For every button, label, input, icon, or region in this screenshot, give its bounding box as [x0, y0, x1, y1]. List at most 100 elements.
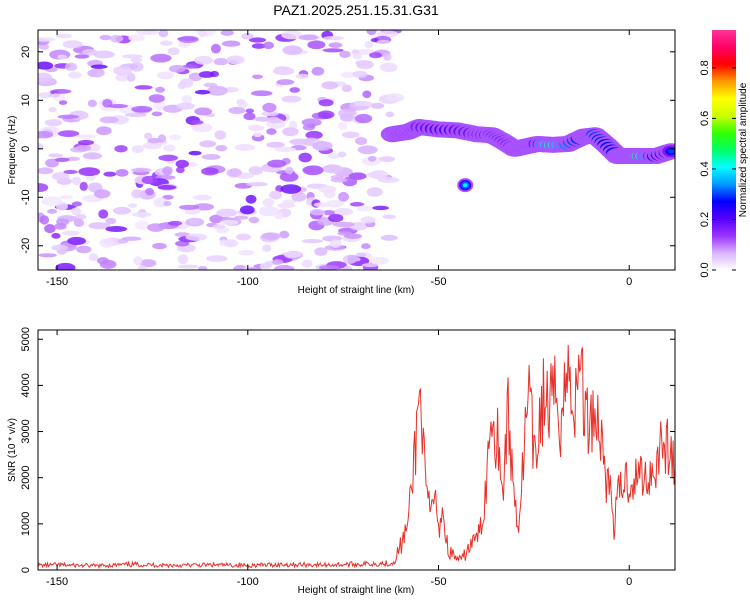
spectrogram-noise-cell [318, 264, 339, 270]
spectrogram-noise-cell [302, 123, 316, 131]
snr-panel: -150 -100 -50 0 0 1000 2000 3000 4000 5000 Heigh… [7, 327, 676, 596]
spectrogram-noise-cell [168, 134, 181, 141]
spectrogram-noise-cell [99, 116, 119, 124]
spectrogram-noise-cell [63, 169, 78, 175]
spectrogram-y-ticks: -20 -10 0 10 20 [20, 46, 675, 254]
spectrogram-noise-cell [332, 221, 355, 228]
spectrogram-noise-cell [364, 40, 374, 49]
spectrogram-noise-cell [236, 233, 251, 241]
spectrogram-noise-cell [67, 236, 86, 246]
spectrogram-noise-cell [220, 30, 234, 36]
spectrogram-noise-cell [82, 152, 103, 160]
spectrogram-noise-cell [221, 40, 241, 47]
colorbar: 0.0 0.2 0.4 0.6 0.8 Normalized spectral ampl… [699, 30, 749, 278]
spectrogram-noise-cell [147, 223, 165, 232]
spectrogram-noise-cell [216, 208, 238, 218]
spectrogram-noise-cell [115, 168, 129, 177]
snr-x-tick-label: -150 [46, 576, 68, 588]
spectrogram-noise-cell [282, 45, 303, 55]
spectrogram-noise-cell [245, 194, 257, 204]
spectrogram-noise-cell [113, 65, 133, 76]
spectrogram-noise-cell [328, 42, 343, 48]
spectrogram-noise-cell [329, 239, 342, 248]
spectrogram-y-tick-label: -10 [20, 189, 32, 205]
spectrogram-noise-cell [283, 251, 302, 258]
spectrogram-noise-cell [175, 166, 185, 174]
spectrogram-noise-cell [57, 54, 67, 60]
spectrogram-noise-cell [228, 168, 242, 178]
spectrogram-noise-cell [51, 232, 61, 239]
spectrogram-noise-cell [334, 207, 354, 216]
spectrogram-noise-cell [61, 230, 80, 236]
spectrogram-noise-cell [167, 220, 183, 226]
spectrogram-noise-cell [59, 195, 74, 200]
spectrogram-noise-cell [367, 155, 377, 162]
spectrogram-noise-cell [115, 73, 130, 82]
spectrogram-noise-cell [354, 113, 373, 124]
spectrogram-noise-cell [147, 137, 162, 144]
spectrogram-noise-cell [201, 153, 221, 160]
spectrogram-noise-cell [237, 100, 249, 108]
spectrogram-noise-cell [369, 52, 383, 59]
spectrogram-noise-cell [262, 102, 277, 113]
spectrogram-noise-cell [338, 191, 349, 202]
spectrogram-noise-cell [255, 116, 272, 122]
spectrogram-noise-cell [45, 158, 59, 168]
spectrogram-noise-cell [130, 167, 152, 173]
spectrogram-noise-cell [99, 238, 115, 248]
spectrogram-noise-cell [360, 216, 376, 224]
spectrogram-noise-cell [355, 137, 368, 146]
spectrogram-noise-cell [377, 176, 400, 183]
spectrogram-noise-cell [248, 37, 267, 43]
spectrogram-noise-cell [75, 144, 92, 152]
spectrogram-noise-cell [298, 34, 318, 41]
spectrogram-noise-cell [198, 71, 215, 78]
spectrogram-noise-cell [79, 181, 88, 191]
spectrogram-marks [38, 30, 675, 270]
spectrogram-noise-cell [366, 187, 383, 197]
spectrogram-noise-cell [51, 172, 70, 181]
spectrogram-noise-cell [48, 153, 64, 158]
spectrogram-noise-cell [328, 153, 341, 159]
spectrogram-noise-cell [311, 66, 325, 76]
spectrogram-noise-cell [127, 203, 138, 208]
spectrogram-noise-cell [44, 223, 56, 234]
spectrogram-noise-cell [178, 204, 200, 210]
spectrogram-noise-cell [267, 159, 287, 168]
spectrogram-noise-cell [251, 43, 266, 49]
spectrogram-noise-cell [181, 94, 193, 104]
spectrogram-noise-cell [153, 101, 166, 111]
spectrogram-noise-cell [361, 243, 371, 250]
spectrogram-noise-cell [182, 64, 199, 69]
spectrogram-noise-cell [57, 249, 67, 255]
spectrogram-noise-cell [219, 219, 239, 226]
spectrogram-noise-cell [38, 72, 53, 83]
spectrogram-noise-cell [194, 107, 213, 116]
spectrogram-noise-cell [103, 171, 117, 177]
spectrogram-noise-cell [96, 126, 112, 136]
spectrogram-noise-cell [76, 245, 92, 254]
spectrogram-noise-cell [64, 62, 78, 72]
spectrogram-x-tick-label: 0 [626, 276, 632, 288]
spectrogram-noise-cell [199, 140, 217, 148]
spectrogram-noise-cell [73, 218, 85, 228]
spectrogram-noise-cell [58, 100, 68, 105]
spectrogram-noise-cell [70, 207, 82, 216]
spectrogram-noise-cell [206, 85, 228, 96]
snr-series-line [38, 344, 675, 570]
spectrogram-noise-cell [57, 130, 80, 137]
spectrogram-noise-cell [190, 119, 204, 125]
spectrogram-noise-cell [212, 224, 226, 229]
spectrogram-noise-cell [41, 196, 63, 207]
spectrogram-noise-cell [77, 139, 95, 146]
spectrogram-frame [37, 29, 676, 271]
spectrogram-noise-cell [266, 128, 277, 135]
spectrogram-noise-cell [176, 102, 195, 110]
spectrogram-noise-cell [78, 167, 101, 177]
spectrogram-noise-cell [318, 185, 337, 194]
spectrogram-noise-cell [179, 78, 194, 88]
spectrogram-noise-cell [110, 35, 124, 43]
spectrogram-noise-cell [39, 215, 50, 225]
spectrogram-noise-cell [177, 254, 189, 265]
spectrogram-noise-cell [253, 131, 262, 138]
